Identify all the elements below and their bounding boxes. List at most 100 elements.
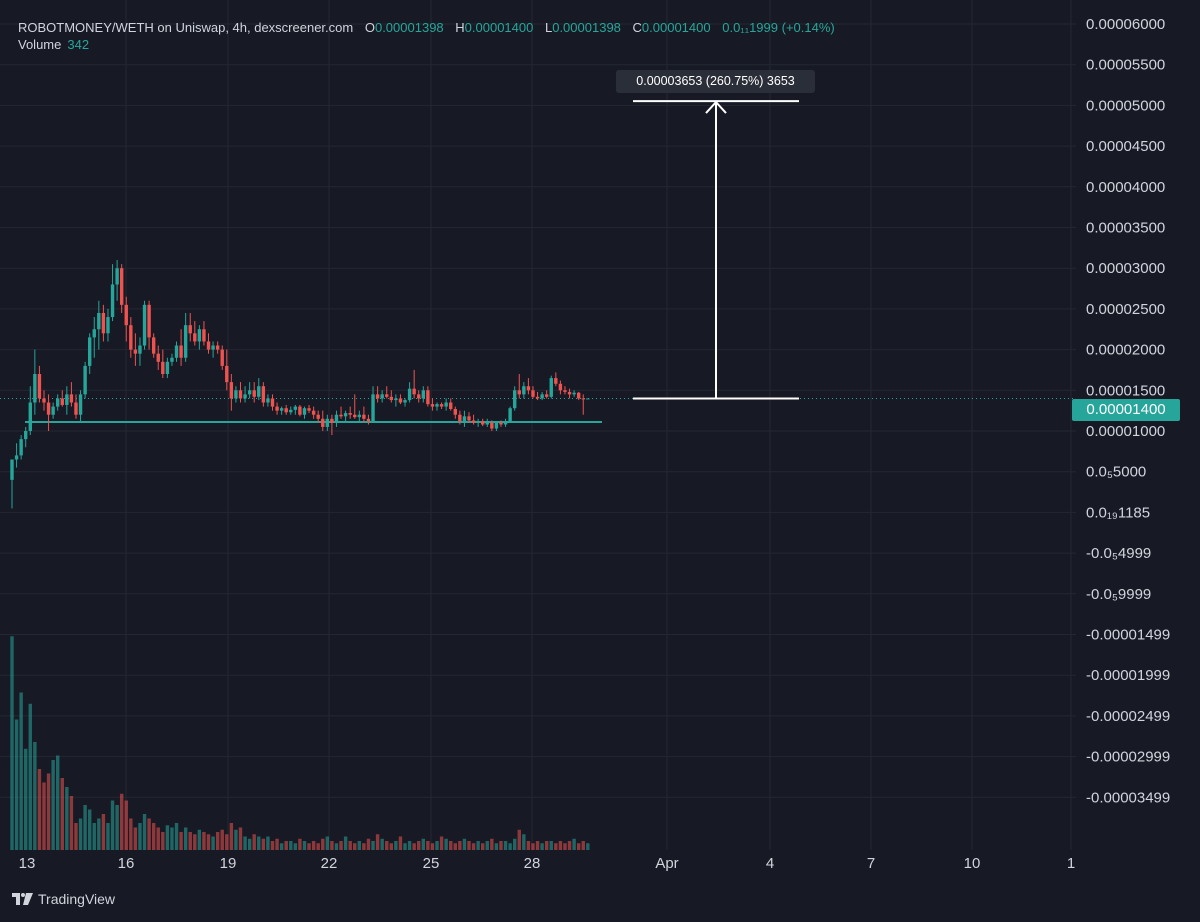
volume-bar [407,841,412,850]
volume-bar [28,703,32,850]
candle-body [421,390,425,399]
volume-bar [206,834,211,850]
candle-body [37,374,42,399]
tradingview-label: TradingView [38,891,116,907]
volume-bar [453,843,457,850]
candle-body [375,394,380,399]
candle-body [343,413,348,417]
volume-bar [567,841,572,850]
last-price-badge: 0.00001400 [1072,399,1180,421]
volume-bar [385,841,389,850]
candle-body [234,390,238,399]
candle-body [220,349,224,366]
candle-body [430,404,435,407]
volume-bar [10,636,14,850]
volume-bar [78,818,83,850]
volume-bar [535,841,540,850]
candle-body [576,392,581,399]
volume-bar [211,836,215,850]
candle-body [316,414,320,419]
candle-body [270,398,275,407]
volume-bar [65,787,69,850]
candle-body [581,398,585,400]
y-tick-label: -0.00003499 [1086,789,1170,806]
x-tick-label: Apr [655,855,678,872]
x-tick-label: 10 [964,855,981,872]
y-tick-label: -0.00002999 [1086,749,1170,766]
candle-body [293,406,298,410]
volume-bar [540,843,544,850]
volume-bar [503,841,508,850]
volume-bar [202,832,206,850]
candle-body [19,439,23,456]
candle-body [362,414,366,419]
volume-bar [572,838,576,850]
candle-body [193,333,197,342]
candle-body [266,398,270,403]
candle-body [513,390,517,409]
volume-bar [115,805,119,850]
candle-body [435,404,439,407]
y-tick-label: 0.0₁₉1185 [1086,504,1150,521]
candle-body [74,402,78,415]
candle-body [10,459,14,480]
volume-bar [330,841,334,850]
measure-tooltip: 0.00003653 (260.75%) 3653 [616,70,815,93]
candle-body [65,394,69,405]
candle-body [238,390,243,399]
candle-body [28,402,32,431]
candle-body [42,398,46,403]
volume-bar [412,843,416,850]
volume-bar [394,841,398,850]
volume-bar [526,841,531,850]
candle-body [106,317,110,334]
candle-body [215,345,220,350]
y-tick-label: -0.00002499 [1086,708,1170,725]
volume-bar [165,825,170,850]
tradingview-logo[interactable]: TradingView [12,889,115,909]
high-value: 0.00001400 [464,20,534,35]
candle-body [540,394,544,399]
volume-bar [275,838,279,850]
volume-bar [485,841,489,850]
volume-bar [435,841,439,850]
measure-arrow-head [705,100,727,114]
candle-body [558,383,563,391]
candle-body [202,329,206,342]
volume-bar [220,829,224,850]
volume-bar [544,841,549,850]
candle-body [110,284,115,318]
volume-bar [481,843,485,850]
volume-legend: Volume 342 [18,37,89,52]
x-tick-label: 22 [321,855,338,872]
volume-bar [37,769,42,850]
volume-bar [97,818,101,850]
volume-bar [225,834,229,850]
volume-bar [522,834,526,850]
candle-body [156,353,160,362]
volume-bar [449,841,453,850]
candle-body [133,349,138,354]
x-tick-label: 28 [524,855,541,872]
volume-bar [490,838,494,850]
time-axis: 13 16 19 22 25 28 Apr 4 7 10 1 [19,855,1076,872]
candle-body [24,431,28,440]
candle-body [426,390,430,405]
volume-bar [188,832,192,850]
candle-body [307,408,311,411]
volume-bar [74,823,78,850]
volume-bar [106,823,110,850]
volume-bar [19,692,23,850]
candle-body [211,345,215,350]
volume-bar [87,809,92,850]
volume-bar [110,800,115,850]
volume-bar [243,836,247,850]
volume-bar [60,778,64,850]
y-tick-label: 0.00001000 [1086,423,1165,440]
volume-bar [316,843,320,850]
candle-body [252,390,256,397]
candle-body [92,329,96,338]
volume-bar [554,843,558,850]
